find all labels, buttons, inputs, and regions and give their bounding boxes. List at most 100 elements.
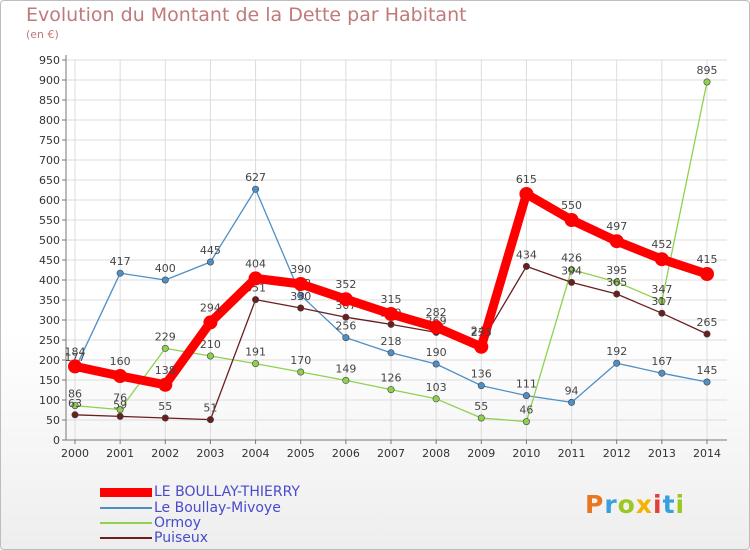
data-label-2: 55 <box>474 400 488 413</box>
data-point-2 <box>252 360 260 368</box>
data-point-1 <box>703 378 711 386</box>
data-point-2 <box>477 414 485 422</box>
data-label-2: 395 <box>606 264 627 277</box>
data-label-1: 177 <box>65 351 86 364</box>
y-tick-label: 700 <box>39 154 60 167</box>
legend-swatch <box>100 522 152 524</box>
data-label-0: 404 <box>245 257 266 270</box>
data-label-1: 192 <box>606 345 627 358</box>
proxiti-logo: Proxiti <box>585 490 686 519</box>
x-tick-label: 2001 <box>106 447 134 460</box>
x-tick-label: 2009 <box>467 447 495 460</box>
data-label-0: 615 <box>516 173 537 186</box>
data-point-2 <box>568 266 576 274</box>
legend-item-puiseux[interactable]: Puiseux <box>100 530 208 546</box>
data-label-0: 233 <box>471 326 492 339</box>
data-label-1: 417 <box>110 255 131 268</box>
data-point-3 <box>297 304 305 312</box>
data-label-1: 190 <box>426 346 447 359</box>
data-point-0 <box>203 315 218 330</box>
data-point-1 <box>613 359 621 367</box>
x-tick-label: 2011 <box>558 447 586 460</box>
y-tick-label: 900 <box>39 74 60 87</box>
legend-item-le-boullay-thierry[interactable]: LE BOULLAY-THIERRY <box>100 484 300 500</box>
data-label-2: 86 <box>68 388 82 401</box>
data-label-2: 149 <box>335 362 356 375</box>
data-point-3 <box>613 290 621 298</box>
x-tick-label: 2012 <box>603 447 631 460</box>
legend-swatch <box>100 507 152 509</box>
data-label-0: 390 <box>290 263 311 276</box>
data-label-3: 434 <box>516 248 537 261</box>
data-point-3 <box>71 411 79 419</box>
y-tick-label: 800 <box>39 114 60 127</box>
data-point-0 <box>293 277 308 291</box>
data-point-0 <box>338 292 353 307</box>
legend-swatch <box>100 537 152 539</box>
y-tick-label: 250 <box>39 334 60 347</box>
data-point-1 <box>297 291 305 299</box>
y-tick-label: 450 <box>39 254 60 267</box>
x-tick-label: 2007 <box>377 447 405 460</box>
data-point-0 <box>384 307 398 321</box>
data-label-0: 160 <box>110 355 131 368</box>
data-point-2 <box>116 406 124 414</box>
data-label-1: 256 <box>335 320 356 333</box>
y-tick-label: 50 <box>46 414 60 427</box>
data-point-3 <box>522 262 530 270</box>
data-point-1 <box>432 360 440 368</box>
data-point-2 <box>297 368 305 376</box>
data-label-1: 400 <box>155 262 176 275</box>
data-label-2: 426 <box>561 252 582 265</box>
data-point-3 <box>703 330 711 338</box>
chart-subtitle: (en €) <box>26 28 59 41</box>
data-point-1 <box>161 276 169 284</box>
data-label-1: 136 <box>471 368 492 381</box>
x-tick-label: 2000 <box>61 447 89 460</box>
data-label-0: 550 <box>561 199 582 212</box>
data-label-3: 317 <box>651 295 672 308</box>
data-label-0: 282 <box>426 306 447 319</box>
data-point-0 <box>113 369 128 383</box>
data-label-2: 170 <box>290 354 311 367</box>
legend-label: Puiseux <box>154 530 209 546</box>
data-point-1 <box>116 269 124 277</box>
data-label-2: 347 <box>651 283 672 296</box>
data-point-2 <box>342 376 350 384</box>
data-point-3 <box>568 278 576 286</box>
data-point-2 <box>613 278 621 286</box>
y-tick-label: 350 <box>39 294 60 307</box>
y-tick-label: 500 <box>39 234 60 247</box>
data-point-3 <box>658 309 666 317</box>
y-tick-label: 850 <box>39 94 60 107</box>
data-label-3: 265 <box>697 316 718 329</box>
data-label-2: 103 <box>426 381 447 394</box>
data-point-3 <box>161 414 169 422</box>
data-label-0: 415 <box>697 253 718 266</box>
data-point-1 <box>658 369 666 377</box>
x-tick-label: 2013 <box>648 447 676 460</box>
x-tick-label: 2003 <box>196 447 224 460</box>
data-label-2: 210 <box>200 338 221 351</box>
data-point-1 <box>342 334 350 342</box>
data-point-1 <box>206 258 214 266</box>
data-label-1: 94 <box>565 384 579 397</box>
y-tick-label: 950 <box>39 54 60 67</box>
legend-label: LE BOULLAY-THIERRY <box>154 484 300 500</box>
legend-item-ormoy[interactable]: Ormoy <box>100 515 201 531</box>
data-point-2 <box>703 78 711 86</box>
data-label-0: 315 <box>381 293 402 306</box>
data-label-1: 111 <box>516 378 537 391</box>
data-point-1 <box>568 398 576 406</box>
data-label-3: 55 <box>158 400 172 413</box>
data-label-1: 167 <box>651 355 672 368</box>
data-point-0 <box>68 359 82 374</box>
data-label-3: 365 <box>606 276 627 289</box>
y-tick-label: 650 <box>39 174 60 187</box>
data-point-2 <box>161 344 169 352</box>
legend-item-le-boullay-mivoye[interactable]: Le Boullay-Mivoye <box>100 500 281 516</box>
data-point-0 <box>158 377 173 392</box>
data-point-2 <box>658 297 666 305</box>
